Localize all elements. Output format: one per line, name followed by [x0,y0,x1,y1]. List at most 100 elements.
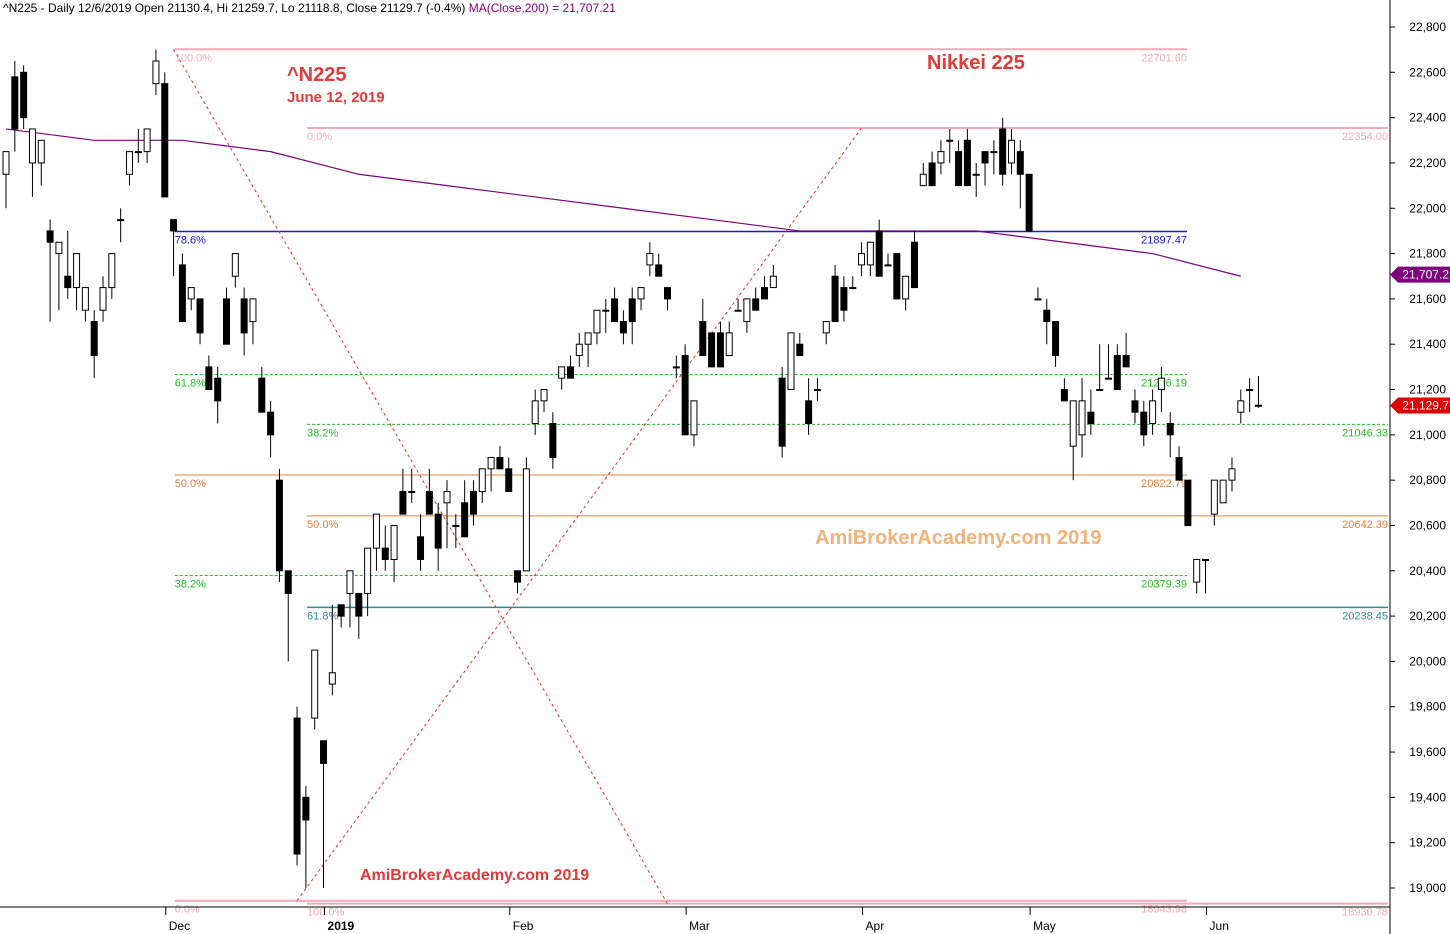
candle-body [769,275,777,289]
candle-body [875,230,883,277]
candle-body [496,457,504,470]
candle-body [372,513,380,549]
candle-body [990,151,998,154]
fib-left-label: 100.0% [175,52,213,64]
candle-body [267,411,275,436]
y-tick-label: 22,200 [1409,156,1446,170]
candle-body [981,151,989,164]
candle-body [469,490,477,515]
candle-body [55,241,63,255]
candle-body [1122,355,1130,368]
candle-body [302,796,310,821]
candle-body [884,264,892,267]
candle-body [831,275,839,323]
candle-body [1140,411,1148,436]
candle-body [531,400,539,425]
candle-body [919,173,927,187]
candle-body [240,298,248,334]
candle-body [1202,558,1210,561]
candle-body [1184,479,1192,526]
fib-left-label: 38.2% [175,578,206,590]
y-tick-label: 20,200 [1409,609,1446,623]
candle-body [972,173,980,176]
candle-body [311,649,319,719]
y-tick-label: 19,600 [1409,745,1446,759]
candle-body [328,672,336,685]
candle-body [840,287,848,311]
candle-body [461,502,469,538]
y-tick-label: 21,600 [1409,292,1446,306]
chart-title: Nikkei 225 [927,52,1025,74]
candle-body [1149,400,1157,425]
candle-body [1228,468,1236,481]
y-tick-label: 21,200 [1409,383,1446,397]
candle-body [90,321,98,357]
x-tick-label: Apr [866,919,885,933]
fib-left-label: 61.8% [307,610,338,622]
price-tag-label: 21,707.2 [1402,268,1449,282]
fib-right-label: 20642.39 [1342,519,1388,531]
candle-body [549,423,557,458]
candle-body [1193,558,1201,583]
y-tick-label: 22,600 [1409,65,1446,79]
candle-body [584,332,592,345]
candle-body [928,162,936,187]
candle-body [205,366,213,391]
candle-body [593,309,601,334]
candle-body [249,298,257,323]
candle-body [143,128,151,153]
candle-body [858,253,866,266]
candle-body [1175,457,1183,481]
y-tick-label: 22,000 [1409,201,1446,215]
candle-body [1069,400,1077,447]
candle-body [1078,400,1086,436]
candle-body [822,321,830,334]
candle-body [716,332,724,368]
candle-body [64,275,72,289]
candle-body [1219,479,1227,504]
candle-body [46,230,54,243]
candle-body [1254,404,1262,407]
candle-body [628,298,636,323]
y-tick-label: 20,000 [1409,654,1446,668]
y-tick-label: 22,400 [1409,111,1446,125]
fib-right-label: 20238.45 [1342,610,1388,622]
candle-body [611,298,619,323]
y-tick-label: 20,800 [1409,473,1446,487]
y-tick-label: 19,200 [1409,836,1446,850]
candle-body [2,151,10,175]
candle-body [125,151,133,175]
candle-body [1025,173,1033,232]
candle-body [1157,377,1165,391]
candle-body [514,570,522,583]
fib-left-label: 61.8% [175,378,206,390]
x-tick-label: May [1033,919,1056,933]
candle-body [505,468,513,492]
candle-body [699,321,707,357]
candle-body [434,513,442,549]
candle-body [963,139,971,187]
price-tag [1390,266,1450,283]
candle-body [37,139,45,164]
candle-body [487,457,495,470]
candle-body [337,604,345,617]
candle-body [866,241,874,266]
candle-body [214,377,222,402]
candle-body [805,400,813,425]
candle-body [637,287,645,300]
y-tick-label: 19,800 [1409,700,1446,714]
candle-body [293,717,301,855]
fib-left-label: 0.0% [307,131,332,143]
candle-body [187,287,195,300]
fib-right-label: 21897.47 [1141,234,1187,246]
fib-left-label: 78.6% [175,234,206,246]
candle-body [540,389,548,402]
x-tick-label: Mar [689,919,710,933]
candle-body [690,400,698,436]
candle-body [778,377,786,447]
candle-body [28,128,36,164]
candle-body [849,287,857,290]
candle-body [1007,139,1015,164]
